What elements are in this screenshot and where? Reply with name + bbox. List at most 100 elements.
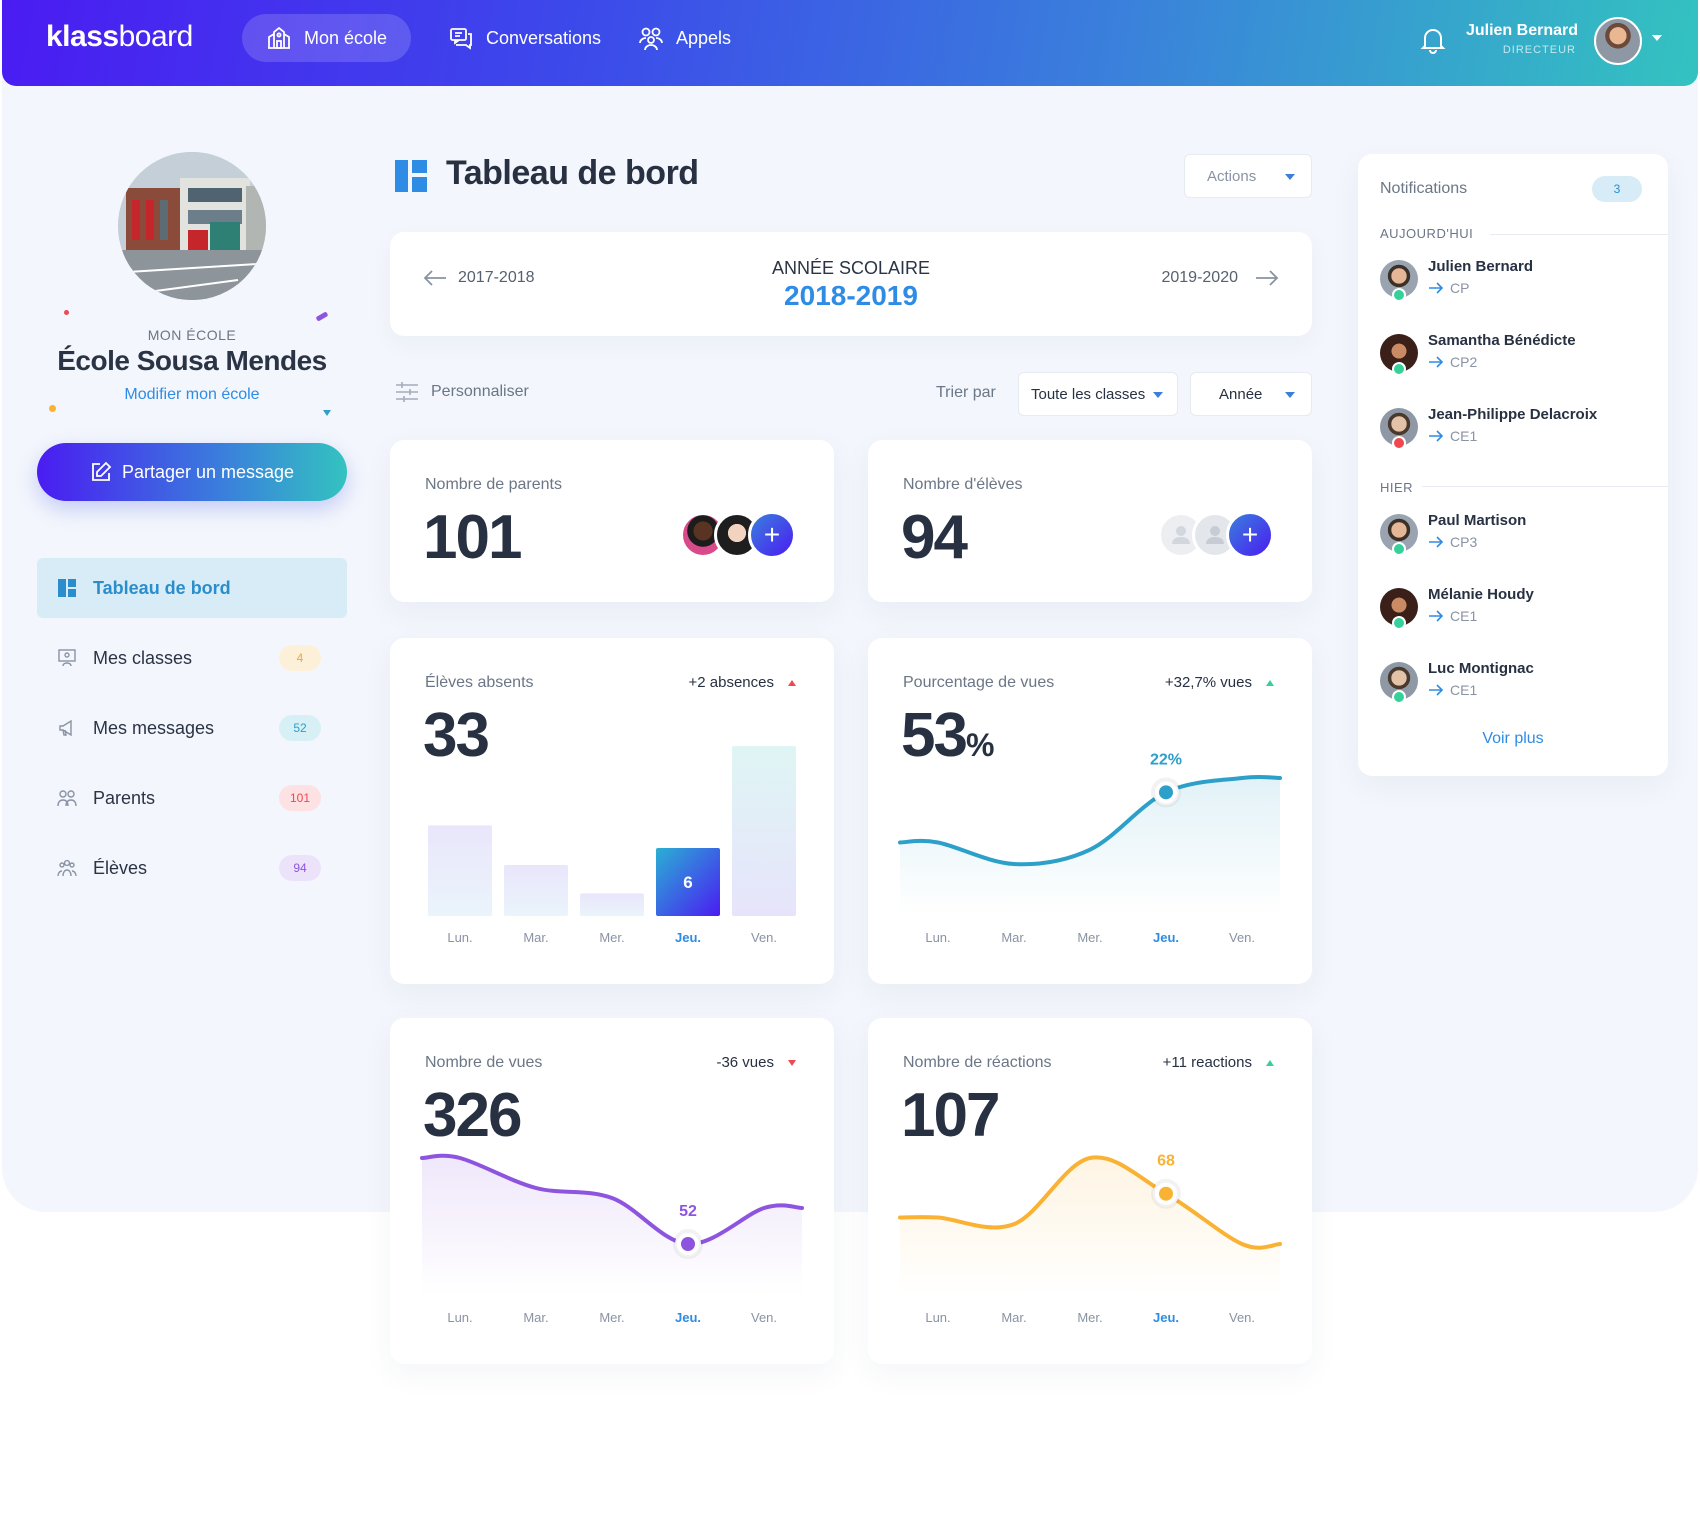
notifications-panel: Notifications 3 AUJOURD'HUI Julien Berna… [1358, 154, 1668, 776]
school-photo [118, 152, 266, 300]
megaphone-icon [59, 719, 72, 737]
series-line [420, 1153, 804, 1247]
notification-item[interactable]: Mélanie Houdy CE1 [1380, 586, 1650, 642]
confetti-dot [64, 310, 69, 315]
bell-icon[interactable] [1420, 26, 1446, 54]
x-tick-label: Lun. [925, 1310, 950, 1325]
arrow-right-icon [1429, 536, 1444, 548]
confetti-dash [315, 311, 329, 322]
status-ok-icon [1392, 288, 1406, 302]
see-more-link[interactable]: Voir plus [1482, 730, 1544, 747]
students-icon [57, 859, 77, 877]
badge-count: 52 [279, 715, 321, 741]
classes-select-value: Toute les classes [1031, 385, 1146, 403]
sidebar-item-parents[interactable]: Parents 101 [37, 768, 347, 828]
current-school-year: 2018-2019 [784, 280, 918, 311]
group-today-label: AUJOURD'HUI [1380, 226, 1474, 241]
point-value-label: 68 [1157, 1153, 1175, 1170]
period-select-value: Année [1219, 385, 1263, 403]
bar[interactable] [732, 746, 796, 916]
sidebar-item-dashboard[interactable]: Tableau de bord [37, 558, 347, 618]
add-parent-button[interactable]: + [748, 511, 796, 559]
card-delta: +2 absences [689, 674, 796, 691]
notifications-count-badge: 3 [1592, 176, 1642, 202]
bar[interactable] [504, 865, 568, 916]
nav-conversations[interactable]: Conversations [448, 14, 601, 62]
highlight-point[interactable] [1159, 1186, 1173, 1201]
share-message-button[interactable]: Partager un message [37, 443, 347, 501]
previous-year-label: 2017-2018 [458, 269, 535, 286]
plus-icon: + [1241, 519, 1259, 550]
arrow-right-icon [1429, 684, 1444, 696]
nav-mon-ecole[interactable]: Mon école [242, 14, 412, 62]
school-icon [268, 26, 290, 49]
sidebar-item-label: Mes messages [93, 717, 215, 738]
chevron-down-icon [1285, 174, 1295, 180]
students-count-card: Nombre d'élèves 94 + [868, 440, 1312, 602]
sidebar-item-label: Tableau de bord [93, 577, 231, 598]
bar[interactable] [428, 825, 492, 916]
card-label: Nombre de vues [425, 1054, 543, 1071]
point-value-label: 22% [1150, 751, 1182, 768]
value-unit: % [965, 727, 995, 763]
notification-item[interactable]: Paul Martison CP3 [1380, 512, 1650, 568]
card-value: 326 [423, 1081, 522, 1150]
sidebar-item-classes[interactable]: Mes classes 4 [37, 628, 347, 688]
edit-icon [92, 461, 112, 481]
highlight-point[interactable] [1159, 785, 1173, 800]
notification-name: Paul Martison [1428, 512, 1527, 529]
user-role: DIRECTEUR [1502, 44, 1576, 56]
sidebar-item-label: Élèves [93, 857, 148, 878]
nav-appels[interactable]: Appels [638, 14, 731, 62]
x-tick-label: Mar. [1001, 1310, 1026, 1325]
bar[interactable] [580, 893, 644, 916]
highlight-point[interactable] [681, 1237, 695, 1251]
school-name: École Sousa Mendes [57, 345, 327, 376]
card-label: Nombre de réactions [903, 1054, 1052, 1071]
classroom-icon [58, 649, 76, 667]
card-label: Nombre de parents [425, 476, 562, 493]
classes-select[interactable]: Toute les classes [1018, 372, 1178, 416]
nav-label: Mon école [304, 27, 388, 48]
reactions-chart: 68 Lun. Mar. Mer. Jeu. Ven. [898, 1153, 1282, 1325]
share-label: Partager un message [121, 461, 295, 482]
x-tick-label: Mar. [523, 1310, 548, 1325]
notification-item[interactable]: Luc Montignac CE1 [1380, 660, 1650, 716]
user-name: Julien Bernard [1465, 22, 1578, 39]
next-year-button[interactable]: 2019-2020 [1161, 268, 1280, 288]
group-icon [639, 27, 663, 51]
add-student-button[interactable]: + [1226, 511, 1274, 559]
customize-button[interactable]: Personnaliser [395, 380, 529, 404]
sidebar-item-messages[interactable]: Mes messages 52 [37, 698, 347, 758]
delta-text: +32,7% vues [1164, 674, 1252, 691]
notification-item[interactable]: Samantha Bénédicte CP2 [1380, 332, 1650, 388]
notification-item[interactable]: Julien Bernard CP [1380, 258, 1650, 314]
notification-name: Samantha Bénédicte [1428, 332, 1576, 349]
views-percentage-card: Pourcentage de vues 53% +32,7% vues 22% L… [868, 638, 1312, 984]
notification-item[interactable]: Jean-Philippe Delacroix CE1 [1380, 406, 1650, 462]
notification-class: CP [1428, 280, 1469, 296]
status-error-icon [1392, 436, 1406, 450]
period-select[interactable]: Année [1190, 372, 1312, 416]
trend-up-icon [1266, 679, 1274, 686]
parents-count-card: Nombre de parents 101 + [390, 440, 834, 602]
actions-dropdown[interactable]: Actions [1184, 154, 1312, 198]
value-number: 53 [901, 701, 968, 770]
x-tick-label: Jeu. [675, 930, 701, 945]
group-yesterday-label: HIER [1380, 480, 1414, 495]
dashboard-icon [395, 160, 427, 192]
previous-year-button[interactable]: 2017-2018 [422, 268, 535, 288]
logo[interactable]: klassboard [46, 20, 193, 53]
edit-school-link[interactable]: Modifier mon école [124, 386, 260, 403]
school-kicker: MON ÉCOLE [147, 327, 237, 343]
parents-icon [57, 790, 77, 807]
delta-text: +11 reactions [1162, 1054, 1252, 1071]
user-avatar[interactable] [1594, 17, 1642, 65]
absent-bar-chart: 6 Lun. Mar. Mer. Jeu. Ven. [428, 746, 796, 945]
x-tick-label: Ven. [751, 930, 777, 945]
sidebar-item-students[interactable]: Élèves 94 [37, 838, 347, 898]
next-year-label: 2019-2020 [1161, 269, 1238, 286]
x-tick-label: Lun. [447, 930, 472, 945]
bar-highlight[interactable] [656, 848, 720, 916]
chevron-down-icon[interactable] [1652, 35, 1662, 41]
